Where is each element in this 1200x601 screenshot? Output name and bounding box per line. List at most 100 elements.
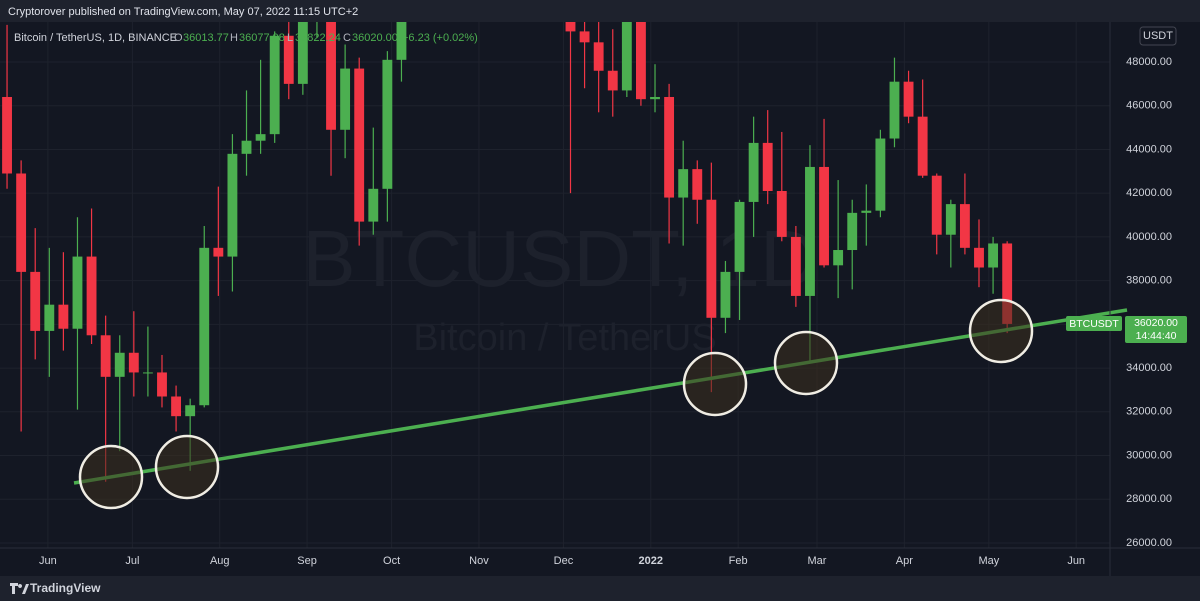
ticker-tag-text: BTCUSDT [1069, 318, 1119, 330]
candle-body [185, 405, 196, 417]
candle-body [819, 166, 829, 266]
logo [10, 583, 29, 594]
candle-body [931, 175, 942, 235]
candle-body [255, 134, 266, 141]
candle-body [58, 304, 69, 329]
legend-h-label: H [230, 32, 238, 44]
candle-body [565, 22, 576, 32]
candle-body [283, 35, 294, 84]
x-tick-label: Jul [125, 555, 139, 567]
candle-body [776, 190, 787, 237]
x-axis: Jun Jul Aug Sep Oct Nov Dec 2022 Feb Mar Apr May Jun [39, 555, 1085, 567]
legend-close: 36020.00 [352, 32, 398, 44]
candle-body [44, 304, 55, 331]
x-tick-label: Sep [297, 555, 317, 567]
ticker-tag [1066, 316, 1122, 331]
candle-body [762, 142, 773, 191]
y-tick-label: 40000.00 [1126, 231, 1172, 243]
y-tick-label: 44000.00 [1126, 143, 1172, 155]
legend-l-label: L [287, 32, 293, 44]
candle-body [903, 81, 914, 117]
x-tick-label: May [978, 555, 999, 567]
candle-body [917, 116, 928, 176]
legend-c-label: C [343, 32, 351, 44]
candle-body [2, 96, 12, 174]
candle-body [171, 396, 182, 417]
candle-body [706, 199, 717, 318]
top-bar [0, 0, 1200, 22]
x-tick-label: Jun [1067, 555, 1085, 567]
price-tag-price: 36020.00 [1134, 317, 1178, 329]
y-tick-label: 38000.00 [1126, 275, 1172, 287]
candle-body [16, 173, 27, 272]
candle-body [790, 236, 801, 296]
y-tick-label: 32000.00 [1126, 406, 1172, 418]
candle-body [354, 68, 365, 222]
candle-body [805, 166, 815, 296]
candle-body [269, 35, 280, 135]
candle-body [875, 138, 886, 211]
candle-body [692, 169, 703, 200]
candle-body [368, 188, 379, 222]
candle-body [241, 140, 252, 154]
circles [78, 298, 1034, 510]
candle-body [678, 169, 689, 198]
legend: Bitcoin / TetherUS, 1D, BINANCE O 36013.… [14, 32, 478, 44]
candle-body [833, 250, 844, 266]
legend-high: 36077.98 [239, 32, 285, 44]
candle-body [142, 372, 153, 374]
x-tick-label: Apr [896, 555, 913, 567]
candle-body [734, 201, 745, 272]
y-tick-label: 46000.00 [1126, 100, 1172, 112]
candle-body [128, 352, 139, 373]
circle [154, 434, 220, 500]
candle-body [720, 271, 731, 318]
candle-body [297, 22, 308, 84]
candle-body [607, 70, 618, 91]
candle-body [157, 372, 167, 397]
y-tick-label: 28000.00 [1126, 493, 1172, 505]
candle-body [664, 96, 675, 198]
y-tick-label: 48000.00 [1126, 56, 1172, 68]
candle-body [847, 212, 858, 251]
candle-body [650, 96, 660, 100]
x-tick-label: Jun [39, 555, 57, 567]
legend-change: +6.23 (+0.02%) [402, 32, 478, 44]
candle-body [199, 247, 210, 406]
footer-brand: TradingView [30, 581, 101, 595]
candles [2, 22, 1013, 482]
x-tick-label: Aug [210, 555, 230, 567]
candle-body [959, 204, 970, 248]
watermark-ticker: BTCUSDT, 1D [302, 214, 818, 303]
candle-body [72, 256, 83, 329]
candle-body [326, 22, 336, 130]
x-tick-label: Feb [729, 555, 748, 567]
candle-body [100, 335, 111, 377]
candle-body [635, 22, 646, 100]
candle-body [579, 31, 590, 43]
candle-body [340, 68, 351, 130]
legend-o-label: O [174, 32, 183, 44]
candle-body [114, 352, 125, 377]
circle [968, 298, 1034, 364]
grid [0, 22, 1110, 548]
x-tick-label: Mar [808, 555, 827, 567]
circle [773, 330, 839, 396]
candle-body [213, 247, 224, 257]
candle-body [988, 243, 999, 268]
published-line: Cryptorover published on TradingView.com… [8, 6, 358, 18]
candle-body [748, 142, 759, 202]
legend-symbol: Bitcoin / TetherUS, 1D, BINANCE [14, 32, 177, 44]
candle-body [30, 271, 41, 331]
x-tick-label: Dec [554, 555, 574, 567]
currency-box [1139, 26, 1177, 46]
x-tick-label: Oct [383, 555, 400, 567]
y-tick-label: 26000.00 [1126, 537, 1172, 549]
trend-line [73, 308, 1128, 485]
x-tick-label: Nov [469, 555, 489, 567]
candle-body [945, 204, 956, 235]
candle-body [889, 81, 900, 139]
candle-body [227, 153, 238, 257]
price-tag-countdown: 14:44:40 [1136, 330, 1177, 342]
